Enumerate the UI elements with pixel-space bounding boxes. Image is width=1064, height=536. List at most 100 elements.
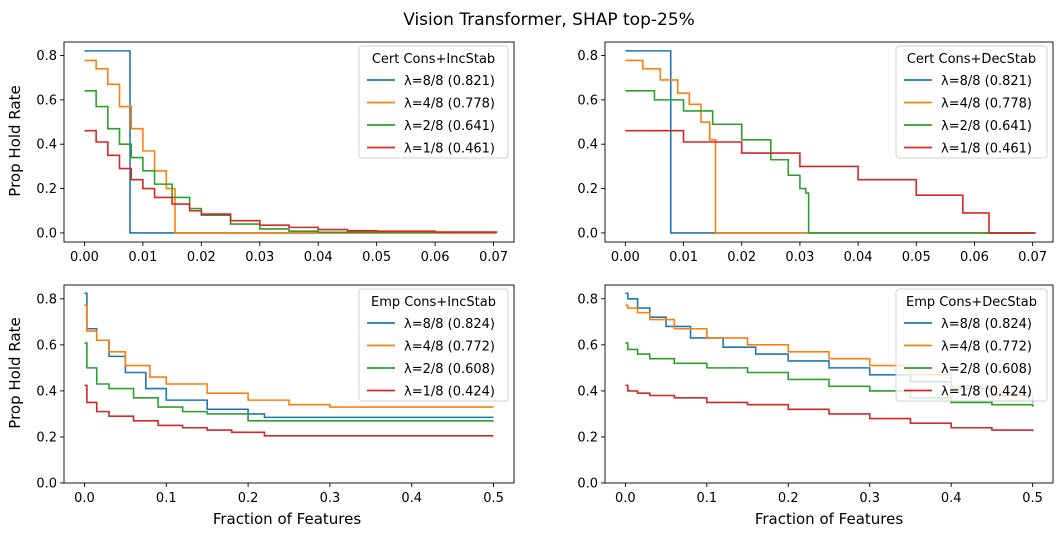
series-line-2 — [84, 59, 497, 234]
x-tick-label: 0.07 — [479, 250, 508, 265]
x-tick-label: 0.03 — [785, 250, 814, 265]
series-line-4 — [625, 129, 1036, 234]
legend-entry: λ=2/8 (0.641) — [941, 119, 1032, 134]
y-tick-label: 0.4 — [36, 384, 57, 399]
y-tick-label: 0.4 — [36, 138, 57, 153]
legend-entry: λ=1/8 (0.461) — [941, 142, 1032, 157]
x-tick-label: 0.05 — [362, 250, 391, 265]
x-tick-label: 0.07 — [1018, 250, 1047, 265]
legend-entry: λ=4/8 (0.778) — [941, 97, 1032, 112]
x-tick-label: 0.01 — [128, 250, 157, 265]
y-tick-label: 0.6 — [577, 338, 598, 353]
y-tick-label: 0.4 — [577, 384, 598, 399]
ylabel-top: Prop Hold Rate — [6, 85, 24, 196]
legend-box — [895, 45, 1048, 159]
x-tick-label: 0.5 — [483, 491, 504, 506]
ylabel-bottom: Prop Hold Rate — [6, 317, 24, 428]
x-tick-label: 0.1 — [696, 491, 717, 506]
series-line-2 — [625, 59, 1036, 234]
legend-entry: λ=2/8 (0.641) — [404, 119, 495, 134]
axes-frame — [63, 41, 515, 243]
y-tick-label: 0.6 — [36, 338, 57, 353]
x-tick-label: 0.0 — [74, 491, 95, 506]
legend-entry: λ=4/8 (0.778) — [404, 97, 495, 112]
legend-box — [895, 288, 1048, 402]
legend-entry: λ=2/8 (0.608) — [404, 362, 495, 377]
x-tick-label: 0.04 — [304, 250, 333, 265]
subplots: 0.00 0.01 0.02 0.03 0.04 0.05 0.06 0.070.00.20.… — [36, 41, 1054, 506]
y-tick-label: 0.8 — [577, 292, 598, 307]
x-tick-label: 0.3 — [859, 491, 880, 506]
series-line-4 — [625, 384, 1034, 432]
legend-entry: λ=4/8 (0.772) — [941, 340, 1032, 355]
legend-title: Cert Cons+IncStab — [372, 52, 495, 67]
series-group — [84, 50, 498, 234]
xlabel-left: Fraction of Features — [213, 510, 362, 528]
y-tick-label: 0.0 — [36, 477, 57, 492]
y-tick-label: 0.0 — [36, 226, 57, 241]
series-line-3 — [625, 89, 1036, 234]
xlabel-right: Fraction of Features — [755, 510, 904, 528]
x-tick-label: 0.01 — [669, 250, 698, 265]
legend: Cert Cons+DecStab λ=8/8 (0.821) λ=4/8 (0.7… — [895, 45, 1048, 159]
y-tick-label: 0.8 — [577, 49, 598, 64]
x-tick-label: 0.02 — [727, 250, 756, 265]
x-tick-label: 0.05 — [902, 250, 931, 265]
series-line-4 — [84, 384, 494, 437]
y-tick-label: 0.2 — [36, 182, 57, 197]
y-tick-label: 0.2 — [36, 430, 57, 445]
figure-title: Vision Transformer, SHAP top-25% — [403, 10, 695, 30]
series-line-4 — [84, 129, 498, 233]
x-tick-label: 0.0 — [615, 491, 636, 506]
x-tick-label: 0.00 — [611, 250, 640, 265]
x-tick-label: 0.06 — [421, 250, 450, 265]
series-line-3 — [84, 342, 494, 422]
x-tick-label: 0.2 — [778, 491, 799, 506]
x-tick-label: 0.04 — [844, 250, 873, 265]
legend-entry: λ=8/8 (0.824) — [404, 317, 495, 332]
subplot-2: 0.00 0.01 0.02 0.03 0.04 0.05 0.06 0.07 0.0 0.2 0.… — [577, 41, 1054, 265]
y-tick-label: 0.0 — [577, 226, 598, 241]
legend-entry: λ=1/8 (0.424) — [404, 385, 495, 400]
legend-entry: λ=8/8 (0.821) — [941, 74, 1032, 89]
y-tick-label: 0.8 — [36, 49, 57, 64]
x-tick-label: 0.00 — [70, 250, 99, 265]
y-tick-label: 0.2 — [577, 430, 598, 445]
legend-entry: λ=8/8 (0.824) — [941, 317, 1032, 332]
legend-entry: λ=8/8 (0.821) — [404, 74, 495, 89]
legend-box — [358, 288, 509, 402]
subplot-3: 0.0 0.1 0.2 0.3 0.4 0.5 0.0 0.2 0.4 0.6 0.8 Emp Con… — [36, 284, 515, 506]
legend: Emp Cons+IncStab λ=8/8 (0.824) λ=4/8 (0.77… — [358, 288, 509, 402]
legend-entry: λ=1/8 (0.461) — [404, 142, 495, 157]
axes-frame — [63, 284, 515, 484]
x-tick-label: 0.5 — [1022, 491, 1043, 506]
series-group — [625, 50, 1036, 234]
x-tick-label: 0.3 — [320, 491, 341, 506]
series-group — [84, 292, 494, 437]
x-tick-label: 0.1 — [156, 491, 177, 506]
axes-frame — [604, 284, 1054, 484]
legend-box — [358, 45, 509, 159]
y-tick-label: 0.0 — [577, 477, 598, 492]
y-tick-label: 0.4 — [577, 138, 598, 153]
legend: Cert Cons+IncStab λ=8/8 (0.821) λ=4/8 (0.7… — [358, 45, 509, 159]
x-tick-label: 0.4 — [941, 491, 962, 506]
y-tick-label: 0.6 — [36, 93, 57, 108]
y-tick-label: 0.6 — [577, 93, 598, 108]
legend-entry: λ=2/8 (0.608) — [941, 362, 1032, 377]
y-tick-label: 0.8 — [36, 292, 57, 307]
axes-frame — [604, 41, 1054, 243]
legend-title: Cert Cons+DecStab — [907, 52, 1036, 67]
subplot-4: 0.0 0.1 0.2 0.3 0.4 0.5 0.0 0.2 0.4 0.6 0.8 Emp Con… — [577, 284, 1054, 506]
y-tick-label: 0.2 — [577, 182, 598, 197]
x-tick-label: 0.2 — [238, 491, 259, 506]
x-tick-label: 0.03 — [245, 250, 274, 265]
legend: Emp Cons+DecStab λ=8/8 (0.824) λ=4/8 (0.77… — [895, 288, 1048, 402]
legend-title: Emp Cons+DecStab — [906, 295, 1037, 310]
legend-entry: λ=1/8 (0.424) — [941, 385, 1032, 400]
legend-entry: λ=4/8 (0.772) — [404, 340, 495, 355]
x-tick-label: 0.4 — [401, 491, 422, 506]
series-line-2 — [84, 304, 494, 408]
x-tick-label: 0.02 — [187, 250, 216, 265]
